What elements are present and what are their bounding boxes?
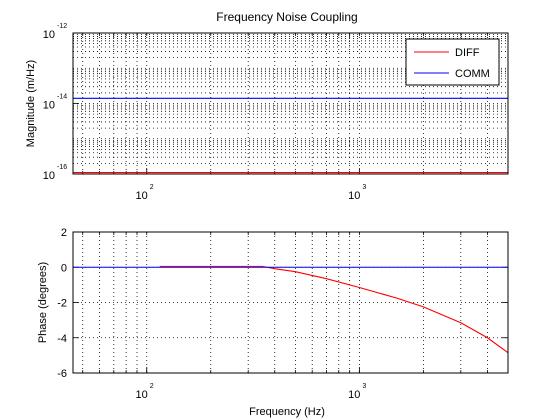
legend-box — [405, 38, 500, 86]
x-tick-exponent: 2 — [150, 184, 154, 191]
y-tick-label: 0 — [61, 262, 67, 274]
legend-label: DIFF — [455, 47, 480, 59]
axes-box — [72, 231, 509, 374]
series-line-diff — [159, 265, 509, 354]
y-axis-label: Magnitude (m/Hz) — [25, 60, 37, 147]
legend-label: COMM — [455, 68, 490, 80]
y-tick-label: 2 — [61, 227, 67, 239]
x-tick-exponent: 2 — [150, 383, 154, 390]
y-tick-label: 10 — [43, 100, 55, 112]
y-tick-label: -2 — [57, 298, 67, 310]
chart-title: Frequency Noise Coupling — [216, 10, 357, 24]
y-tick-label: -4 — [57, 333, 67, 345]
y-tick-label: 10 — [43, 29, 55, 41]
y-tick-label: 10 — [43, 170, 55, 182]
y-tick-label: -6 — [57, 368, 67, 380]
x-tick-label: 10 — [348, 389, 360, 401]
y-tick-exponent: -16 — [57, 164, 67, 171]
x-tick-exponent: 3 — [362, 184, 366, 191]
y-axis-label: Phase (degrees) — [37, 262, 49, 343]
x-tick-label: 10 — [348, 190, 360, 202]
axes-box — [72, 32, 509, 175]
x-tick-label: 10 — [135, 190, 147, 202]
y-tick-exponent: -14 — [57, 94, 67, 101]
x-tick-exponent: 3 — [362, 383, 366, 390]
y-tick-exponent: -12 — [57, 23, 67, 30]
x-axis-label: Frequency (Hz) — [249, 406, 325, 418]
x-tick-label: 10 — [135, 389, 147, 401]
